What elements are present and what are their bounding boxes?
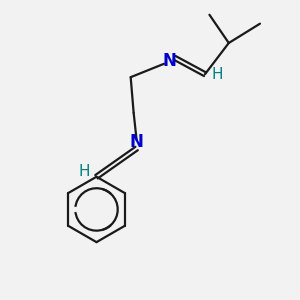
- Text: N: N: [162, 52, 176, 70]
- Text: H: H: [212, 67, 223, 82]
- Text: N: N: [130, 133, 144, 151]
- Text: H: H: [78, 164, 90, 179]
